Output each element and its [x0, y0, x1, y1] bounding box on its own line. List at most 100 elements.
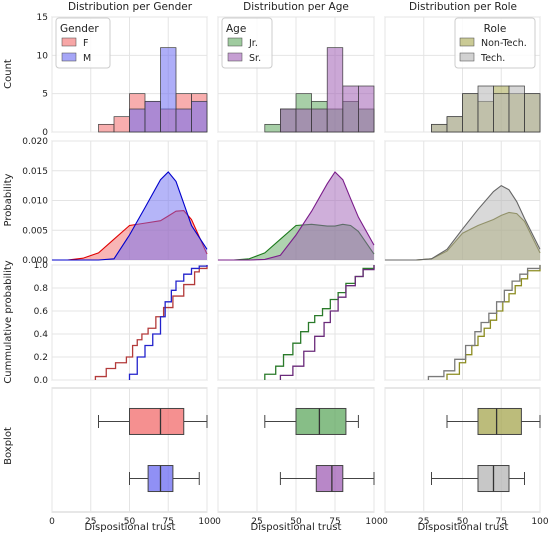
density-area-m	[52, 171, 207, 260]
row-label-probability: Probability	[3, 173, 14, 226]
y-tick-label: 0.000	[22, 256, 48, 266]
panel-line-3	[384, 264, 541, 381]
box-sr	[315, 465, 344, 493]
panel-area-2	[217, 140, 375, 261]
histogram-bar-tech	[524, 93, 541, 133]
box-f	[129, 407, 185, 435]
y-tick-label: 0.020	[22, 137, 48, 147]
box-jr	[295, 407, 347, 435]
x-tick-label: 25	[418, 517, 429, 527]
x-tick-label: 0	[49, 517, 55, 527]
legend-swatch-tech	[459, 52, 475, 62]
histogram-bar-m	[144, 100, 161, 133]
y-tick-label: 0.8	[34, 284, 49, 294]
ecdf-line-m	[128, 265, 208, 380]
legend-swatch-nontech	[459, 37, 475, 47]
legend-label-sr: Sr.	[249, 53, 261, 64]
y-tick-label: 10	[37, 51, 49, 61]
density-line-m	[52, 171, 208, 261]
legend-swatch-sr	[227, 52, 243, 62]
x-tick-label: 25	[251, 517, 262, 527]
histogram-bar-sr	[358, 85, 375, 133]
legend-swatch-f	[61, 37, 77, 47]
y-tick-label: 0	[42, 128, 48, 138]
x-tick-label: 0	[215, 517, 221, 527]
y-tick-label: 5	[42, 90, 48, 100]
legend-gender: Gender F M	[55, 17, 111, 69]
x-tick-label: 100	[365, 517, 382, 527]
panel-bar-3	[384, 16, 541, 133]
density-area-tech	[385, 185, 540, 260]
histogram-bar-f	[113, 116, 130, 133]
x-tick-label: 50	[290, 517, 302, 527]
column-title-role: Distribution per Role	[409, 1, 517, 13]
row-label-boxplot: Boxplot	[3, 427, 14, 465]
x-tick-label: 75	[496, 517, 507, 527]
legend-frame	[454, 17, 536, 69]
box-non-tech	[477, 407, 522, 435]
y-tick-label: 0.2	[34, 353, 48, 363]
histogram-bar-m	[175, 108, 192, 133]
x-tick-label: 100	[531, 517, 548, 527]
legend-title: Age	[226, 23, 246, 35]
legend-swatch-jr	[227, 37, 243, 47]
x-tick-label: 50	[457, 517, 469, 527]
legend-role: Role Non-Tech. Tech.	[454, 17, 536, 69]
histogram-bar-tech	[446, 116, 463, 133]
row-label-cumulative: Cummulative probability	[3, 260, 14, 383]
ecdf-line-sr	[279, 265, 375, 380]
y-tick-label: 15	[37, 13, 48, 23]
y-tick-label: 0.010	[22, 197, 48, 207]
x-tick-label: 75	[329, 517, 340, 527]
histogram-bar-sr	[280, 108, 297, 133]
histogram-bar-f	[98, 123, 115, 133]
x-axis-label-gender: Dispositional trust	[85, 522, 176, 533]
histogram-bar-tech	[431, 123, 448, 133]
legend-label-nontech: Non-Tech.	[481, 38, 527, 49]
x-tick-label: 50	[124, 517, 136, 527]
ecdf-line-tech	[427, 265, 541, 380]
panel-grid: 0 5 10 15 0.000 0.005 0.010 0.015 0.020 0.0 0.2 0.4…	[22, 13, 549, 527]
row-label-count: Count	[3, 59, 14, 89]
y-tick-label: 0.005	[22, 226, 48, 236]
histogram-bar-tech	[493, 93, 510, 133]
histogram-bar-sr	[326, 47, 344, 133]
histogram-bar-tech	[508, 85, 525, 133]
y-tick-label: 0.015	[22, 167, 48, 177]
ecdf-line-f	[94, 265, 208, 380]
legend-age: Age Jr. Sr.	[221, 17, 273, 69]
x-tick-label: 0	[382, 517, 388, 527]
x-tick-label: 75	[163, 517, 174, 527]
legend-label-jr: Jr.	[248, 38, 258, 49]
x-axis-label-role: Dispositional trust	[418, 522, 509, 533]
legend-label-m: M	[83, 53, 91, 64]
density-line-tech	[385, 184, 541, 261]
density-area-sr	[218, 171, 374, 260]
histogram-bar-m	[191, 100, 208, 133]
legend-swatch-m	[61, 52, 77, 62]
x-axis-label-age: Dispositional trust	[251, 522, 342, 533]
legend-title: Gender	[60, 23, 99, 35]
histogram-bar-tech	[477, 85, 494, 133]
panel-box-1: 0 25 50 75 100	[49, 387, 216, 527]
column-title-gender: Distribution per Gender	[68, 1, 193, 13]
histogram-bar-tech	[462, 93, 479, 133]
histogram-bar-m	[129, 108, 146, 133]
panel-line-1: 0.0 0.2 0.4 0.6 0.8 1.0	[34, 261, 208, 386]
x-tick-label: 25	[85, 517, 96, 527]
y-tick-label: 0.0	[34, 376, 49, 386]
legend-label-f: F	[83, 38, 88, 49]
panel-box-3: 0 25 50 75 100	[382, 387, 549, 527]
histogram-bar-sr	[295, 108, 312, 133]
panel-area-1: 0.000 0.005 0.010 0.015 0.020	[22, 137, 208, 266]
y-tick-label: 1.0	[34, 261, 49, 271]
x-tick-label: 100	[198, 517, 215, 527]
legend-title: Role	[484, 23, 507, 35]
panel-bar-1: 0 5 10 15	[37, 13, 208, 138]
legend-label-tech: Tech.	[480, 53, 505, 64]
histogram-bar-jr	[264, 123, 281, 133]
histogram-bar-sr	[311, 108, 328, 133]
panel-box-2: 0 25 50 75 100	[215, 387, 383, 527]
density-line-sr	[218, 171, 375, 261]
